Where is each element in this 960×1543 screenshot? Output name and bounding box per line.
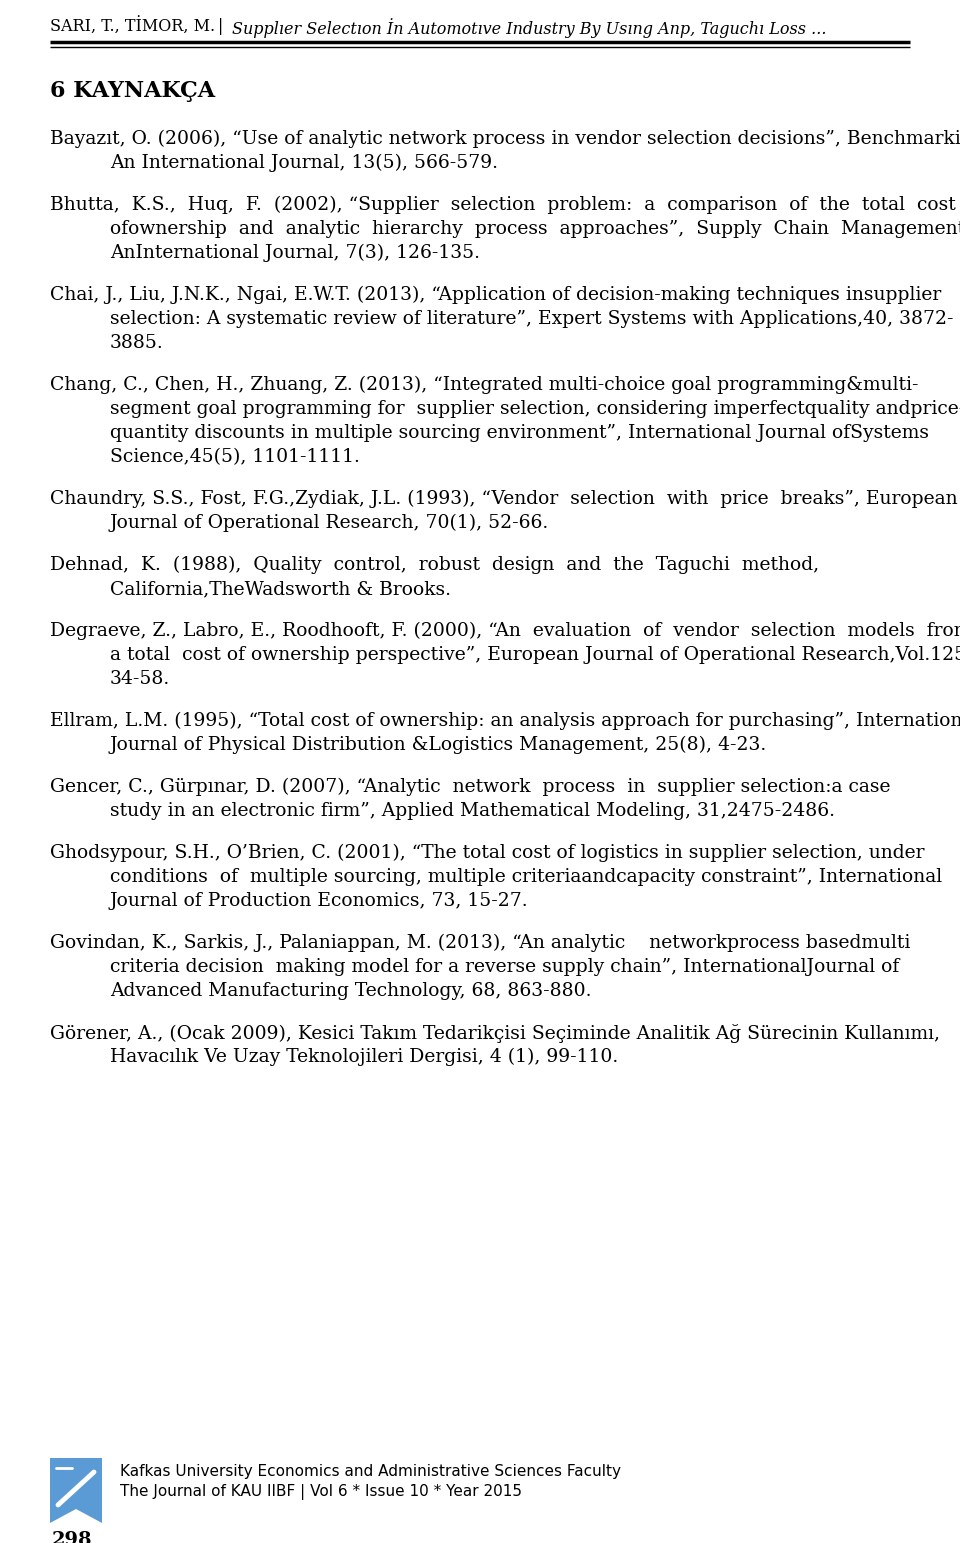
Text: The Journal of KAU IIBF | Vol 6 * Issue 10 * Year 2015: The Journal of KAU IIBF | Vol 6 * Issue … (120, 1484, 522, 1500)
Text: 3885.: 3885. (110, 333, 164, 352)
Text: criteria decision  making model for a reverse supply chain”, InternationalJourna: criteria decision making model for a rev… (110, 958, 900, 977)
Text: Science,45(5), 1101-1111.: Science,45(5), 1101-1111. (110, 447, 360, 466)
Polygon shape (50, 1458, 102, 1523)
Text: Dehnad,  K.  (1988),  Quality  control,  robust  design  and  the  Taguchi  meth: Dehnad, K. (1988), Quality control, robu… (50, 555, 819, 574)
Text: Bayazıt, O. (2006), “Use of analytic network process in vendor selection decisio: Bayazıt, O. (2006), “Use of analytic net… (50, 130, 960, 148)
Text: |: | (218, 19, 224, 35)
Text: ofownership  and  analytic  hierarchy  process  approaches”,  Supply  Chain  Man: ofownership and analytic hierarchy proce… (110, 221, 960, 238)
Text: Journal of Operational Research, 70(1), 52-66.: Journal of Operational Research, 70(1), … (110, 514, 549, 532)
Text: Chaundry, S.S., Fost, F.G.,Zydiak, J.L. (1993), “Vendor  selection  with  price : Chaundry, S.S., Fost, F.G.,Zydiak, J.L. … (50, 491, 958, 508)
Text: Chai, J., Liu, J.N.K., Ngai, E.W.T. (2013), “Application of decision-making tech: Chai, J., Liu, J.N.K., Ngai, E.W.T. (201… (50, 285, 941, 304)
Text: California,TheWadsworth & Brooks.: California,TheWadsworth & Brooks. (110, 580, 451, 599)
Text: Gencer, C., Gürpınar, D. (2007), “Analytic  network  process  in  supplier selec: Gencer, C., Gürpınar, D. (2007), “Analyt… (50, 778, 891, 796)
Text: study in an electronic firm”, Applied Mathematical Modeling, 31,2475-2486.: study in an electronic firm”, Applied Ma… (110, 802, 835, 819)
Text: 34-58.: 34-58. (110, 670, 170, 688)
Text: Chang, C., Chen, H., Zhuang, Z. (2013), “Integrated multi-choice goal programmin: Chang, C., Chen, H., Zhuang, Z. (2013), … (50, 376, 919, 395)
Text: Journal of Physical Distribution &Logistics Management, 25(8), 4-23.: Journal of Physical Distribution &Logist… (110, 736, 767, 755)
Text: selection: A systematic review of literature”, Expert Systems with Applications,: selection: A systematic review of litera… (110, 310, 953, 329)
Text: Havacılık Ve Uzay Teknolojileri Dergisi, 4 (1), 99-110.: Havacılık Ve Uzay Teknolojileri Dergisi,… (110, 1048, 618, 1066)
Text: Supplıer Selectıon İn Automotıve Industry By Usıng Anp, Taguchı Loss ...: Supplıer Selectıon İn Automotıve Industr… (232, 19, 827, 39)
Text: Advanced Manufacturing Technology, 68, 863-880.: Advanced Manufacturing Technology, 68, 8… (110, 981, 591, 1000)
Text: Ellram, L.M. (1995), “Total cost of ownership: an analysis approach for purchasi: Ellram, L.M. (1995), “Total cost of owne… (50, 711, 960, 730)
Text: AnInternational Journal, 7(3), 126-135.: AnInternational Journal, 7(3), 126-135. (110, 244, 480, 262)
Text: Bhutta,  K.S.,  Huq,  F.  (2002), “Supplier  selection  problem:  a  comparison : Bhutta, K.S., Huq, F. (2002), “Supplier … (50, 196, 956, 214)
Text: conditions  of  multiple sourcing, multiple criteriaandcapacity constraint”, Int: conditions of multiple sourcing, multipl… (110, 869, 942, 886)
Text: a total  cost of ownership perspective”, European Journal of Operational Researc: a total cost of ownership perspective”, … (110, 647, 960, 663)
Text: Görener, A., (Ocak 2009), Kesici Takım Tedarikçisi Seçiminde Analitik Ağ Sürecin: Görener, A., (Ocak 2009), Kesici Takım T… (50, 1025, 940, 1043)
Text: quantity discounts in multiple sourcing environment”, International Journal ofSy: quantity discounts in multiple sourcing … (110, 424, 929, 441)
Text: 298: 298 (52, 1531, 92, 1543)
Text: An International Journal, 13(5), 566-579.: An International Journal, 13(5), 566-579… (110, 154, 498, 173)
Text: SARI, T., TİMOR, M.: SARI, T., TİMOR, M. (50, 19, 215, 35)
Text: 6 KAYNAKÇA: 6 KAYNAKÇA (50, 80, 215, 102)
Text: Kafkas University Economics and Administrative Sciences Faculty: Kafkas University Economics and Administ… (120, 1464, 621, 1480)
Text: segment goal programming for  supplier selection, considering imperfectquality a: segment goal programming for supplier se… (110, 400, 960, 418)
Text: Journal of Production Economics, 73, 15-27.: Journal of Production Economics, 73, 15-… (110, 892, 529, 910)
Text: Ghodsypour, S.H., O’Brien, C. (2001), “The total cost of logistics in supplier s: Ghodsypour, S.H., O’Brien, C. (2001), “T… (50, 844, 924, 863)
Text: Degraeve, Z., Labro, E., Roodhooft, F. (2000), “An  evaluation  of  vendor  sele: Degraeve, Z., Labro, E., Roodhooft, F. (… (50, 622, 960, 640)
Text: Govindan, K., Sarkis, J., Palaniappan, M. (2013), “An analytic    networkprocess: Govindan, K., Sarkis, J., Palaniappan, M… (50, 934, 910, 952)
